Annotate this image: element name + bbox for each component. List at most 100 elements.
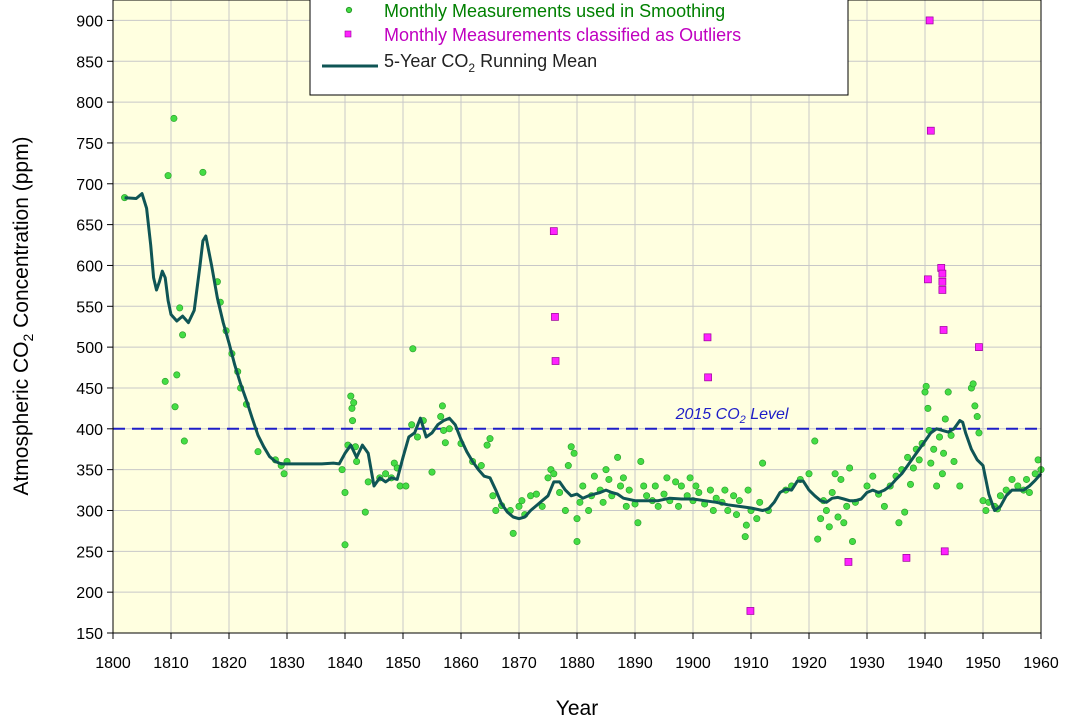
measurement-point xyxy=(869,472,877,480)
measurement-point xyxy=(730,492,738,500)
outlier-point xyxy=(939,326,948,334)
legend-label-running-mean-post: Running Mean xyxy=(475,51,597,71)
y-axis-title-pre: Atmospheric CO xyxy=(10,342,33,496)
x-tick-label: 1830 xyxy=(269,655,305,672)
measurement-point xyxy=(341,541,349,549)
measurement-point xyxy=(556,489,564,497)
measurement-point xyxy=(1008,475,1016,483)
legend-label-running-mean-pre: 5-Year CO xyxy=(384,51,468,71)
measurement-point xyxy=(564,462,572,470)
measurement-point xyxy=(643,492,651,500)
measurement-point xyxy=(721,486,729,494)
measurement-point xyxy=(956,482,964,490)
measurement-point xyxy=(605,475,613,483)
measurement-point xyxy=(706,486,714,494)
y-tick-label: 750 xyxy=(76,136,103,153)
y-tick-label: 150 xyxy=(76,626,103,643)
measurement-point xyxy=(895,519,903,527)
measurement-point xyxy=(672,478,680,486)
measurement-point xyxy=(1034,456,1042,464)
measurement-point xyxy=(935,433,943,441)
measurement-point xyxy=(744,486,752,494)
measurement-point xyxy=(817,515,825,523)
x-axis: 1800 1810 1820 1830 1840 1850 1860 1870 1880 1890… xyxy=(95,633,1059,672)
x-tick-label: 1850 xyxy=(385,655,421,672)
measurement-point xyxy=(585,506,593,514)
y-tick-label: 500 xyxy=(76,340,103,357)
outlier-point xyxy=(938,277,947,286)
measurement-point xyxy=(811,437,819,445)
measurement-point xyxy=(692,482,700,490)
y-tick-label: 450 xyxy=(76,381,103,398)
x-tick-label: 1920 xyxy=(791,655,827,672)
measurement-point xyxy=(338,466,346,474)
outlier-point xyxy=(704,373,712,382)
measurement-point xyxy=(486,435,494,443)
measurement-point xyxy=(709,506,717,514)
measurement-point xyxy=(825,523,833,531)
y-tick-label: 900 xyxy=(76,13,103,30)
y-tick-label: 550 xyxy=(76,299,103,316)
measurement-points xyxy=(121,114,1045,549)
measurement-point xyxy=(741,533,749,541)
y-tick-label: 400 xyxy=(76,422,103,439)
legend-label-running-mean-sub: 2 xyxy=(468,61,475,75)
y-tick-label: 200 xyxy=(76,585,103,602)
measurement-point xyxy=(440,426,448,434)
measurement-point xyxy=(171,403,179,411)
legend-label-measurements: Monthly Measurements used in Smoothing xyxy=(384,1,725,21)
measurement-point xyxy=(880,502,888,510)
measurement-point xyxy=(353,457,361,465)
outlier-point xyxy=(938,269,947,278)
measurement-point xyxy=(941,415,949,423)
legend-marker-measurements xyxy=(345,6,353,14)
y-axis-title-post: Concentration (ppm) xyxy=(10,136,33,333)
outlier-point xyxy=(975,343,983,351)
outlier-point xyxy=(549,227,558,235)
measurement-point xyxy=(654,502,662,510)
measurement-point xyxy=(176,304,184,312)
outlier-point xyxy=(902,554,911,562)
x-tick-label: 1870 xyxy=(501,655,537,672)
measurement-point xyxy=(863,482,871,490)
measurement-point xyxy=(940,449,948,457)
legend-label-running-mean: 5-Year CO2 Running Mean xyxy=(384,51,597,75)
measurement-point xyxy=(742,521,750,529)
measurement-point xyxy=(437,413,445,421)
measurement-point xyxy=(570,449,578,457)
measurement-point xyxy=(805,470,813,478)
measurement-point xyxy=(489,492,497,500)
measurement-point xyxy=(837,475,845,483)
measurement-point xyxy=(973,413,981,421)
measurement-point xyxy=(921,388,929,396)
measurement-point xyxy=(982,506,990,514)
measurement-point xyxy=(616,482,624,490)
measurement-point xyxy=(348,404,356,412)
measurement-point xyxy=(576,498,584,506)
measurement-point xyxy=(590,472,598,480)
measurement-point xyxy=(686,474,694,482)
outlier-point xyxy=(924,275,932,284)
outlier-point xyxy=(703,333,712,342)
measurement-point xyxy=(840,519,848,527)
measurement-point xyxy=(619,474,627,482)
x-tick-label: 1810 xyxy=(153,655,189,672)
measurement-point xyxy=(602,466,610,474)
measurement-point xyxy=(944,388,952,396)
measurement-point xyxy=(492,506,500,514)
measurement-point xyxy=(831,470,839,478)
measurement-point xyxy=(814,535,822,543)
measurement-point xyxy=(1025,489,1033,497)
measurement-point xyxy=(732,511,740,519)
x-tick-label: 1880 xyxy=(559,655,595,672)
x-tick-label: 1800 xyxy=(95,655,131,672)
measurement-point xyxy=(341,489,349,497)
outlier-points xyxy=(549,16,983,615)
measurement-point xyxy=(674,502,682,510)
measurement-point xyxy=(518,497,526,505)
measurement-point xyxy=(509,529,517,537)
measurement-point xyxy=(364,478,372,486)
measurement-point xyxy=(915,456,923,464)
outlier-point xyxy=(844,558,853,566)
